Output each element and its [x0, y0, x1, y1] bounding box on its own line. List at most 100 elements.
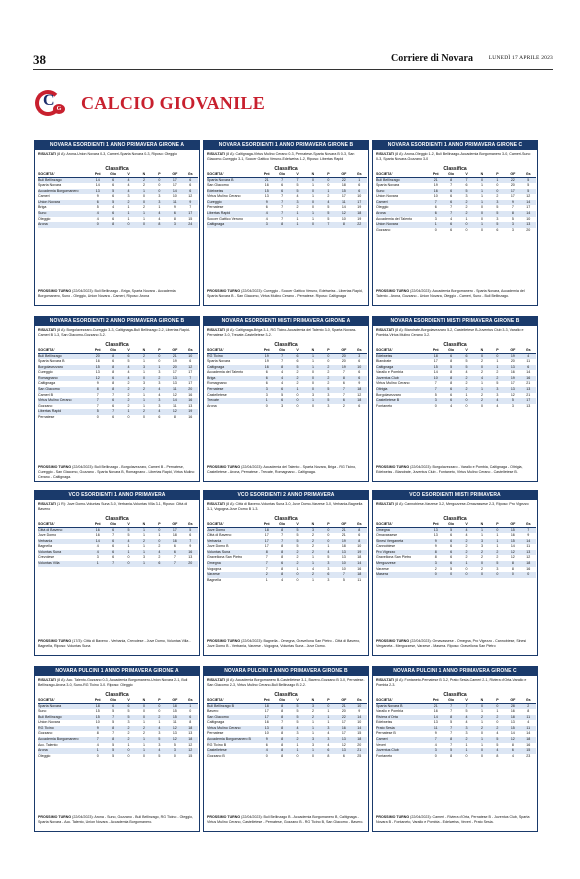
- stat-cell: 3: [151, 199, 168, 206]
- stat-cell: 0: [489, 527, 506, 534]
- team-name: Cameri: [38, 194, 50, 199]
- table-row: Gozzano 0 6 0 0 6 3 20: [376, 228, 536, 234]
- column-header: N: [474, 698, 490, 704]
- stat-cell: 2: [458, 538, 475, 545]
- stat-cell: 21: [341, 533, 346, 538]
- team-name: Libertas Rapid: [38, 409, 90, 416]
- table-row: Sparta Novara B 21 7 7 0 0 22 1: [207, 177, 367, 184]
- team-name: Veveri: [376, 742, 386, 747]
- stat-cell: 7: [336, 387, 352, 393]
- stat-cell: 18: [182, 737, 198, 743]
- stat-cell: 5: [127, 709, 130, 714]
- team-name: Acc. Talento: [38, 742, 58, 747]
- team-name: Buli Bellinzago: [38, 353, 90, 360]
- stat-cell: 2: [480, 359, 483, 364]
- box-results: RISULTATI (1 R): Juve Domo-Voluntas Suna…: [35, 500, 199, 515]
- stat-cell: 4: [496, 731, 499, 736]
- stat-cell: 18: [351, 572, 367, 578]
- standings-box: NOVARA ESORDIENTI 1 ANNO PRIMAVERA GIRON…: [372, 140, 538, 306]
- column-header: V: [120, 348, 137, 354]
- table-row: Accademia Borgomanero 7 8 2 1 5 12 18: [38, 737, 198, 743]
- stat-cell: 6: [265, 205, 268, 210]
- team-name: Bavero: [207, 709, 219, 714]
- stat-cell: 0: [311, 381, 314, 386]
- stat-cell: 13: [433, 720, 438, 725]
- stat-cell: 2: [480, 392, 483, 397]
- stat-cell: 8: [105, 222, 121, 228]
- table-row: Sparta Novara 14 6 4 2 0 17 6: [38, 183, 198, 189]
- stat-cell: 20: [336, 353, 352, 360]
- stat-cell: 9: [428, 538, 444, 545]
- stat-cell: 6: [105, 549, 121, 556]
- stat-cell: 4: [90, 549, 106, 556]
- stat-cell: 3: [474, 538, 490, 545]
- team-name: Buli Bellinzago: [376, 177, 428, 184]
- stat-cell: 7: [259, 561, 275, 567]
- standings-label: Classifica: [105, 342, 129, 348]
- stat-cell: 11: [167, 199, 183, 206]
- stat-cell: 5: [520, 188, 536, 195]
- team-name: Edelweiss: [376, 720, 393, 725]
- stat-cell: 7: [265, 566, 268, 571]
- team-name: Omegna: [376, 527, 428, 534]
- stat-cell: 16: [167, 538, 183, 545]
- stat-cell: 19: [505, 375, 521, 382]
- team-name: Gozzano: [376, 227, 391, 232]
- stat-cell: 13: [341, 555, 346, 560]
- stat-cell: 4: [520, 353, 536, 360]
- stat-cell: 3: [428, 748, 444, 754]
- stat-cell: 6: [458, 353, 475, 360]
- stat-cell: 5: [327, 555, 330, 560]
- stat-cell: 2: [127, 392, 130, 397]
- standings-label: Classifica: [105, 166, 129, 172]
- stat-cell: 0: [120, 222, 137, 228]
- table-row: Edelweiss 13 5 4 1 0 13 4: [376, 720, 536, 726]
- stat-cell: 12: [90, 375, 106, 382]
- stat-cell: 5: [90, 409, 106, 416]
- stat-cell: 7: [173, 555, 176, 560]
- stat-cell: 16: [526, 566, 531, 571]
- stat-cell: 17: [188, 370, 193, 375]
- results-label: RISULTATI: [376, 678, 394, 682]
- stat-cell: 8: [281, 753, 284, 758]
- results-text: (8 A): Fontaneto-Pernatese B 3-2, Prato …: [376, 678, 527, 687]
- stat-cell: 0: [465, 753, 468, 758]
- team-name: Sparta Novara: [207, 359, 231, 364]
- table-row: Arona 1 5 0 1 4 3 12: [38, 748, 198, 754]
- next-text: (22/04/2023): Buli Bellinzago B - Accade…: [207, 815, 364, 824]
- column-header: P: [151, 348, 168, 354]
- stat-cell: 4: [458, 714, 475, 721]
- team-name: Trecate: [207, 398, 259, 404]
- stat-cell: 10: [433, 194, 438, 199]
- stat-cell: 6: [182, 177, 198, 184]
- stat-cell: 2: [136, 725, 152, 732]
- next-round: PROSSIMO TURNO (22/04/2023): Accademia d…: [204, 465, 368, 481]
- stat-cell: 9: [505, 199, 521, 206]
- stat-cell: 7: [274, 353, 290, 360]
- stat-cell: 0: [520, 572, 536, 578]
- stat-cell: 10: [172, 194, 177, 199]
- stat-cell: 2: [465, 205, 468, 210]
- table-row: Gozzano B 0 8 0 0 8 6 25: [207, 754, 367, 760]
- table-row: Union Novara 10 5 3 1 1 11 8: [38, 720, 198, 726]
- section-header: C G CALCIO GIOVANILE: [33, 88, 333, 120]
- stat-cell: 0: [305, 387, 321, 393]
- box-title: NOVARA ESORDIENTI MISTI PRIMAVERA GIRONE…: [204, 317, 368, 326]
- standings-label: Classifica: [105, 692, 129, 698]
- table-row: Ornavassese 13 6 4 1 1 16 9: [376, 533, 536, 539]
- stat-cell: 16: [182, 549, 198, 556]
- stat-cell: 1: [458, 748, 475, 754]
- stat-cell: 0: [289, 398, 306, 404]
- stat-cell: 15: [172, 709, 177, 714]
- stat-cell: 4: [311, 566, 314, 571]
- table-row: Caltignaga 3 8 1 0 7 8 22: [207, 222, 367, 228]
- stat-cell: 6: [158, 415, 161, 420]
- table-row: RG Ticino B 6 8 1 3 4 12 20: [207, 743, 367, 749]
- stat-cell: 10: [341, 216, 346, 221]
- box-title: NOVARA ESORDIENTI 1 ANNO PRIMAVERA GIRON…: [35, 141, 199, 150]
- stat-cell: 7: [189, 205, 192, 210]
- stat-cell: 0: [142, 753, 145, 758]
- stat-cell: 5: [296, 544, 299, 549]
- stat-cell: 14: [520, 199, 536, 206]
- stat-cell: 2: [474, 714, 490, 721]
